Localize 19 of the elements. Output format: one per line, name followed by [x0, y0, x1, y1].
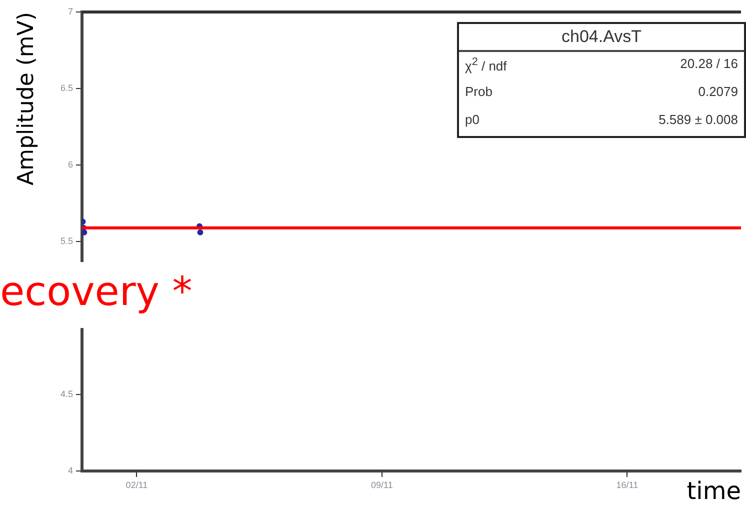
y-tick-label: 4.5: [60, 388, 73, 399]
y-tick-label: 5.5: [60, 236, 73, 246]
y-axis-title: Amplitude (mV): [14, 12, 39, 186]
annotation: ch04.AvsT: [459, 24, 744, 52]
annotation: 0.2079: [698, 84, 738, 101]
x-tick-label: 16/11: [616, 480, 638, 490]
y-tick-label: 4: [68, 465, 73, 476]
y-tick-label: 6.5: [60, 82, 73, 93]
annotation: ecovery *: [0, 262, 220, 328]
y-tick-label: 6: [68, 159, 73, 170]
annotation: 20.28 / 16: [680, 56, 738, 73]
annotation: χ$^{2}$ / ndf: [465, 56, 507, 76]
annotation: 5.589 ± 0.008: [658, 112, 738, 129]
annotation: Prob: [465, 84, 492, 101]
annotation: p0: [465, 112, 480, 129]
x-tick-label: 09/11: [371, 480, 393, 490]
y-tick-label: 7: [68, 6, 73, 16]
x-tick-label: 02/11: [126, 480, 148, 490]
x-axis-title: time: [686, 476, 741, 505]
